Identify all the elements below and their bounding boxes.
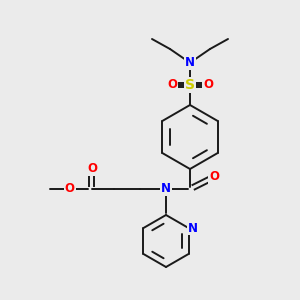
Text: O: O (203, 79, 213, 92)
Text: O: O (167, 79, 177, 92)
Text: O: O (87, 163, 97, 176)
Text: N: N (188, 221, 197, 235)
Text: N: N (161, 182, 171, 196)
Text: S: S (185, 78, 195, 92)
Text: N: N (185, 56, 195, 70)
Text: O: O (209, 170, 219, 184)
Text: O: O (65, 182, 75, 196)
